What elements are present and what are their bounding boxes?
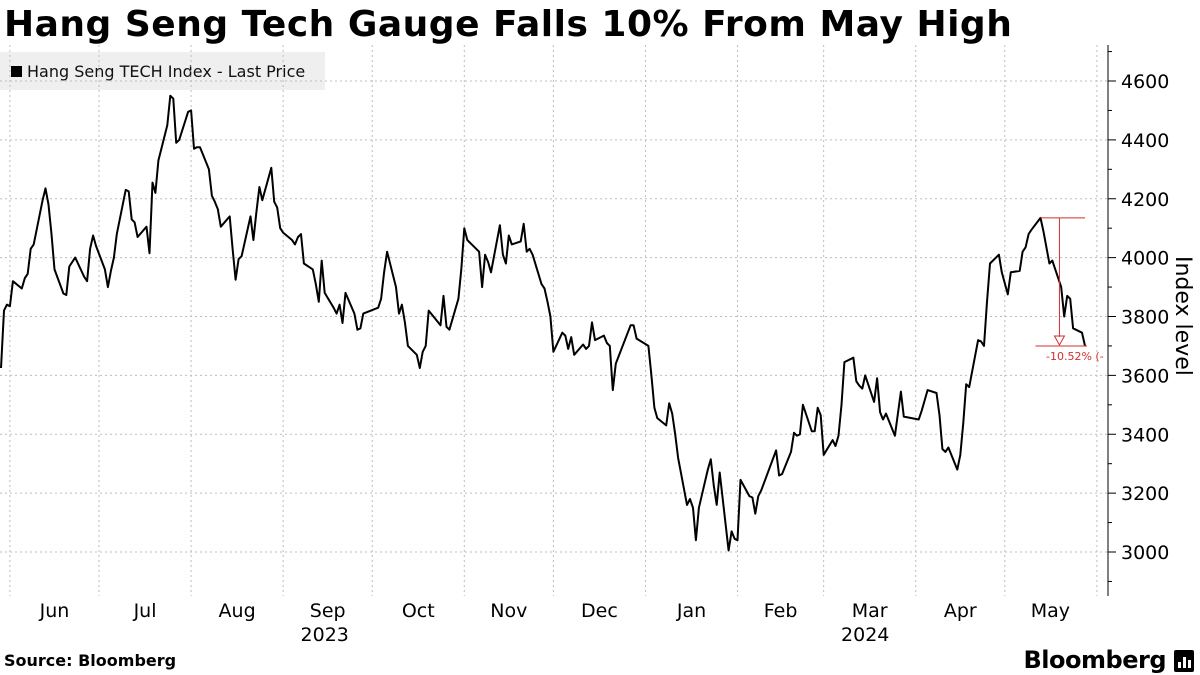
bloomberg-icon xyxy=(1174,650,1194,672)
x-tick-label: Oct xyxy=(402,600,435,622)
x-tick-label: Dec xyxy=(581,600,618,622)
x-tick-label: Jan xyxy=(676,600,706,622)
y-tick-label: 3400 xyxy=(1121,424,1169,446)
y-tick-label: 3000 xyxy=(1121,542,1169,564)
x-tick-label: Mar xyxy=(852,600,888,622)
x-tick-label: Jun xyxy=(39,600,70,622)
y-tick-label: 3800 xyxy=(1121,307,1169,329)
y-tick-label: 4400 xyxy=(1121,130,1169,152)
x-year-label: 2024 xyxy=(841,624,889,646)
series-line xyxy=(0,94,1086,552)
series-layer xyxy=(0,94,1086,552)
x-tick-label: Sep xyxy=(310,600,346,622)
y-tick-label: 3600 xyxy=(1121,365,1169,387)
x-tick-label: Nov xyxy=(490,600,527,622)
chart-title: Hang Seng Tech Gauge Falls 10% From May … xyxy=(4,4,1013,45)
y-tick-label: 3200 xyxy=(1121,483,1169,505)
y-axis-label: Index level xyxy=(1170,256,1195,376)
legend-label: Hang Seng TECH Index - Last Price xyxy=(27,61,306,81)
legend-swatch xyxy=(11,65,22,77)
x-tick-label: Aug xyxy=(219,600,256,622)
legend: Hang Seng TECH Index - Last Price xyxy=(0,52,325,90)
y-axis: 3000 3200 3400 3600 3800 4000 4200 4400 4600 xyxy=(1107,45,1169,596)
x-year-label: 2023 xyxy=(301,624,349,646)
y-tick-label: 4000 xyxy=(1121,248,1169,270)
drawdown-annotation: -10.52% (- xyxy=(1035,217,1104,363)
x-tick-label: May xyxy=(1031,600,1070,622)
y-tick-label: 4600 xyxy=(1121,71,1169,93)
x-axis: Jun Jul Aug Sep Oct Nov Dec Jan Feb Mar Apr May 2023… xyxy=(39,600,1070,646)
source-note: Source: Bloomberg xyxy=(4,651,177,670)
y-tick-label: 4200 xyxy=(1121,189,1169,211)
drawdown-arrow-head xyxy=(1053,335,1066,346)
x-tick-label: Feb xyxy=(764,600,798,622)
grid-lines xyxy=(0,45,1108,596)
x-tick-label: Apr xyxy=(944,600,977,622)
brand-logo: Bloomberg xyxy=(1023,646,1167,674)
drawdown-label: -10.52% (- xyxy=(1046,350,1104,363)
x-tick-label: Jul xyxy=(133,600,157,622)
